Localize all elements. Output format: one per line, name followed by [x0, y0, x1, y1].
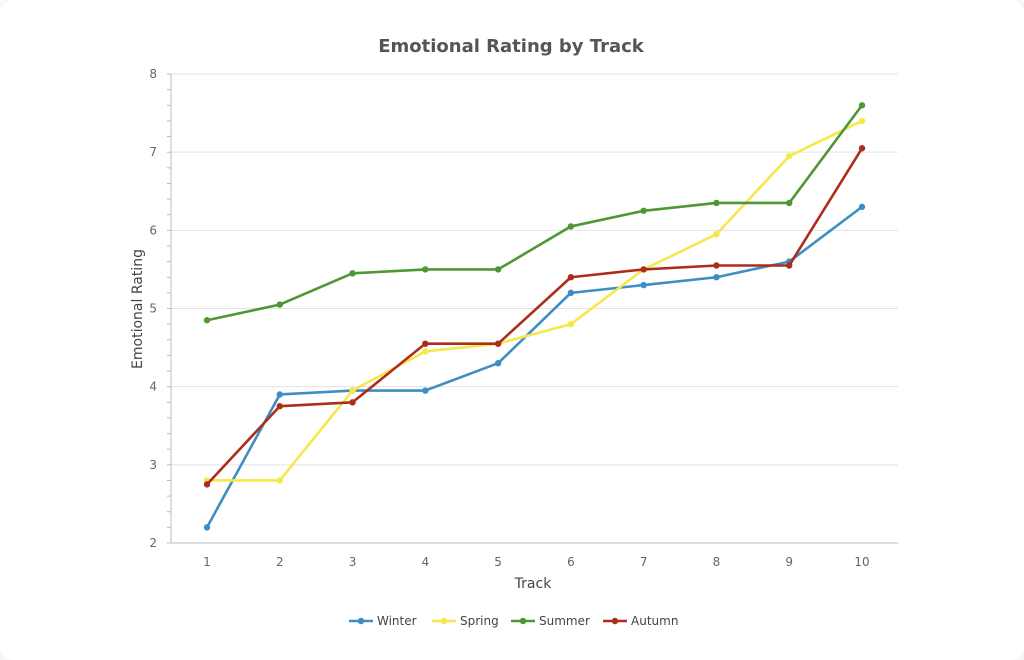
data-point-summer	[494, 266, 502, 273]
y-tick-label: 8	[149, 67, 157, 81]
x-tick-label: 7	[640, 555, 648, 569]
data-point-autumn	[203, 481, 211, 488]
data-point-autumn	[713, 262, 720, 269]
x-tick-label: 1	[203, 555, 211, 569]
x-tick-label: 8	[713, 555, 721, 569]
data-point-summer	[567, 223, 575, 230]
data-point-summer	[276, 301, 283, 308]
data-point-winter	[858, 203, 866, 211]
data-point-spring	[276, 477, 283, 484]
legend-label: Winter	[377, 614, 417, 628]
y-tick-label: 3	[149, 458, 157, 472]
x-tick-label: 9	[785, 555, 793, 569]
y-axis-title: Emotional Rating	[130, 249, 146, 369]
data-point-autumn	[276, 403, 283, 410]
legend-swatch-marker	[519, 617, 527, 625]
data-point-autumn	[494, 340, 502, 347]
series-line-autumn	[206, 147, 864, 486]
legend: Winter Spring Summer Autumn	[349, 614, 678, 628]
chart-title: Emotional Rating by Track	[378, 36, 645, 57]
y-tick-label: 6	[149, 223, 157, 237]
data-point-autumn	[640, 266, 647, 273]
data-point-summer	[203, 317, 211, 324]
data-point-summer	[786, 199, 793, 207]
legend-swatch-marker	[357, 617, 365, 625]
x-tick-label: 6	[567, 555, 575, 569]
data-point-summer	[640, 207, 647, 214]
x-tick-label: 5	[494, 555, 502, 569]
data-point-winter	[494, 360, 502, 367]
legend-swatch-marker	[611, 617, 619, 625]
y-tick-labels: 2 3 4 5 6 7 8	[149, 67, 157, 550]
data-point-spring	[713, 231, 720, 238]
x-tick-label: 3	[349, 555, 357, 569]
y-tick-label: 7	[149, 145, 157, 159]
y-tick-label: 2	[149, 536, 157, 550]
series-line-winter	[205, 205, 863, 528]
data-point-winter	[422, 387, 429, 394]
data-point-summer	[349, 270, 356, 277]
y-tick-label: 4	[149, 380, 157, 394]
x-tick-label: 4	[422, 555, 430, 569]
data-point-spring	[422, 348, 429, 355]
data-point-spring	[567, 320, 575, 328]
y-tick-label: 5	[149, 302, 157, 316]
data-point-winter	[276, 391, 283, 398]
data-point-spring	[786, 152, 793, 160]
x-tick-label: 10	[854, 555, 869, 569]
legend-swatch-marker	[440, 617, 448, 625]
data-point-winter	[640, 281, 647, 289]
legend-label: Spring	[460, 614, 499, 628]
data-point-winter	[713, 274, 720, 281]
data-point-summer	[713, 199, 720, 207]
data-point-autumn	[567, 274, 575, 281]
legend-label: Summer	[539, 614, 590, 628]
data-point-autumn	[349, 399, 356, 406]
data-point-winter	[203, 524, 211, 531]
data-point-summer	[422, 266, 429, 273]
x-tick-label: 2	[276, 555, 284, 569]
data-point-summer	[858, 102, 866, 109]
series-line-spring	[207, 119, 863, 482]
x-tick-labels: 1 2 3 4 5 6 7 8 9 10	[203, 555, 869, 569]
data-point-autumn	[422, 340, 429, 347]
data-point-autumn	[786, 262, 793, 269]
series-lines	[203, 102, 866, 531]
data-point-spring	[858, 117, 866, 125]
data-point-spring	[349, 387, 356, 394]
x-axis-title: Track	[514, 576, 553, 592]
axes	[167, 73, 898, 544]
series-line-summer	[206, 104, 864, 322]
data-point-winter	[567, 289, 575, 297]
grid-lines	[171, 73, 898, 466]
data-point-autumn	[858, 145, 866, 152]
legend-label: Autumn	[631, 614, 678, 628]
